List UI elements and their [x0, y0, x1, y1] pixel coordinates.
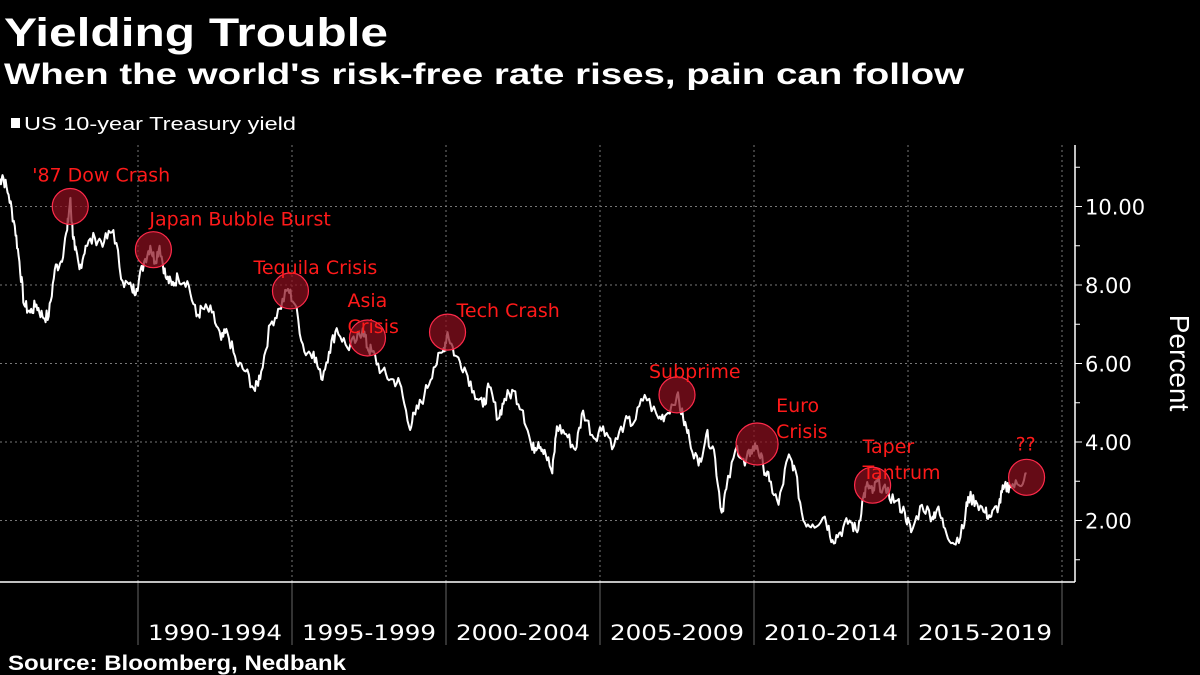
x-tick-label: 2000-2004 — [456, 621, 590, 645]
chart-subtitle: When the world's risk-free rate rises, p… — [4, 58, 965, 91]
annotation-label: Euro — [776, 395, 819, 417]
annotations: '87 Dow Crash Japan Bubble Burst Tequila C… — [32, 165, 1046, 504]
axes: 2.00 4.00 6.00 8.00 10.00 1990-1994 1995-1999 2… — [0, 145, 1145, 645]
annotation-circle — [735, 422, 779, 466]
source-note: Source: Bloomberg, Nedbank — [8, 652, 346, 675]
annotation-label: Crisis — [347, 316, 398, 338]
annotation-circle — [348, 319, 387, 357]
annotation-label: Japan Bubble Burst — [148, 209, 330, 231]
annotation-circle — [658, 376, 696, 414]
legend-label: US 10-year Treasury yield — [24, 114, 296, 134]
annotation-circle — [853, 466, 892, 504]
annotation-label: '87 Dow Crash — [32, 165, 170, 187]
y-tick-label: 8.00 — [1085, 274, 1132, 298]
annotation-label: Tech Crash — [456, 300, 560, 322]
annotation-circle — [51, 187, 89, 226]
y-axis-label: Percent — [1164, 315, 1195, 412]
annotation-circle — [428, 313, 467, 351]
annotation: Tech Crash — [428, 300, 560, 351]
annotation: Tequila Crisis — [252, 257, 377, 310]
x-tick-label: 1990-1994 — [148, 621, 282, 645]
annotation: Euro Crisis — [735, 395, 828, 466]
annotation-label: Crisis — [776, 421, 827, 443]
annotation: Japan Bubble Burst — [134, 209, 331, 269]
annotation: Taper Tantrum — [853, 436, 941, 504]
annotation-circle — [1007, 458, 1046, 496]
annotation: ?? — [1007, 433, 1046, 496]
annotation-label: Subprime — [649, 361, 741, 383]
y-tick-label: 4.00 — [1085, 431, 1132, 455]
annotation: '87 Dow Crash — [32, 165, 170, 226]
series-line — [0, 174, 1027, 546]
annotation: Asia Crisis — [347, 290, 399, 357]
x-tick-label: 2005-2009 — [610, 621, 744, 645]
annotation-label: Asia — [347, 290, 387, 312]
y-tick-label: 10.00 — [1085, 196, 1145, 220]
annotation-label: Tantrum — [862, 462, 941, 484]
annotation-label: Taper — [862, 436, 915, 458]
annotation-circle — [134, 231, 172, 269]
chart-title: Yielding Trouble — [4, 11, 388, 55]
annotation-circle — [271, 272, 310, 310]
legend-swatch — [11, 118, 20, 128]
y-tick-label: 6.00 — [1085, 353, 1132, 377]
x-tick-label: 1995-1999 — [302, 621, 436, 645]
x-tick-label: 2010-2014 — [764, 621, 898, 645]
x-tick-label: 2015-2019 — [918, 621, 1052, 645]
annotation-label: ?? — [1016, 433, 1036, 455]
y-tick-label: 2.00 — [1085, 510, 1132, 534]
series-path — [0, 174, 1027, 546]
annotation: Subprime — [649, 361, 741, 414]
annotation-label: Tequila Crisis — [252, 257, 377, 279]
